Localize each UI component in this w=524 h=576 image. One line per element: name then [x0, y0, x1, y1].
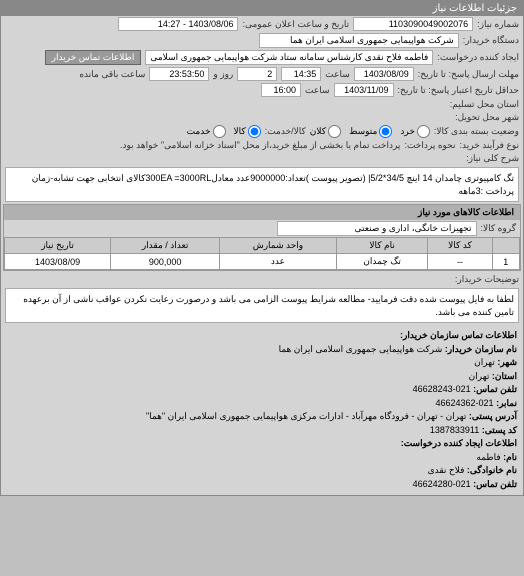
ffam: فلاح نقدی — [428, 465, 465, 475]
ffax: 021-46624362 — [435, 398, 493, 408]
deadline-time-label: ساعت — [325, 69, 350, 80]
radio-medium-label: متوسط — [349, 126, 377, 137]
pay-text: پرداخت تمام یا بخشی از مبلغ خرید،از محل … — [120, 140, 400, 151]
radio-goods[interactable]: کالا — [234, 125, 261, 138]
org: شرکت هواپیمایی جمهوری اسلامی ایران هما — [279, 344, 443, 354]
radio-service[interactable]: خدمت — [187, 125, 226, 138]
pack-label: وضعیت بسته بندی کالا: — [434, 126, 519, 137]
remain-label: ساعت باقی مانده — [79, 69, 145, 80]
fpost-label: کد پستی: — [482, 425, 517, 435]
panel-header: جزئیات اطلاعات نیاز — [1, 1, 523, 16]
radio-large-label: کلان — [310, 126, 326, 137]
table-cell: تگ چمدان — [336, 254, 428, 270]
deadline-date: 1403/08/09 — [354, 67, 414, 81]
province-label: استان محل تسلیم: — [450, 99, 519, 110]
req-no-label: شماره نیاز: — [477, 19, 519, 30]
radio-small-label: خرد — [400, 126, 415, 137]
deadline-label: مهلت ارسال پاسخ: تا تاریخ: — [418, 69, 519, 80]
remain-time: 23:53:50 — [149, 67, 209, 81]
table-header: تعداد / مقدار — [111, 238, 220, 254]
fctel: 021-46624280 — [413, 479, 471, 489]
fcity-label: شهر: — [497, 357, 517, 367]
contact-title: اطلاعات تماس سازمان خریدار: — [400, 330, 517, 340]
pub-date-label: تاریخ و ساعت اعلان عمومی: — [242, 19, 349, 30]
notes-label: توضیحات خریدار: — [455, 274, 519, 285]
fprov: تهران — [469, 371, 490, 381]
buyer-label: دستگاه خریدار: — [463, 35, 519, 46]
group-val: تجهیزات خانگی، اداری و صنعتی — [277, 221, 477, 236]
faddr: تهران - تهران - فرودگاه مهرآباد - ادارات… — [146, 411, 466, 421]
valid-label: حداقل تاریخ اعتبار پاسخ: تا تاریخ: — [398, 85, 519, 96]
creator-label: ایجاد کننده درخواست: — [437, 52, 519, 63]
goods-label: کالا/خدمت: — [265, 126, 306, 137]
radio-medium[interactable]: متوسط — [349, 125, 392, 138]
ffam-label: نام خانوادگی: — [467, 465, 517, 475]
table-header — [492, 238, 520, 254]
group-label: گروه کالا: — [481, 223, 516, 234]
req-no: 1103090049002076 — [353, 17, 473, 31]
table-cell: عدد — [220, 254, 337, 270]
valid-date: 1403/11/09 — [334, 83, 394, 97]
pack-radio-group: خرد متوسط کلان — [310, 125, 430, 138]
fprov-label: استان: — [492, 371, 517, 381]
org-label: نام سازمان خریدار: — [445, 344, 517, 354]
goods-table: کد کالانام کالاواحد شمارشتعداد / مقدارتا… — [4, 237, 520, 270]
radio-goods-label: کالا — [234, 126, 246, 137]
radio-small[interactable]: خرد — [400, 125, 430, 138]
fund-label: نوع فرآیند خرید: — [460, 140, 520, 151]
notes-text: لطفا به فایل پیوست شده دقت فرمایید- مطال… — [5, 288, 519, 323]
table-cell: 1403/08/09 — [5, 254, 111, 270]
table-row: 1--تگ چمدانعدد900,0001403/08/09 — [5, 254, 520, 270]
valid-time-label: ساعت — [305, 85, 330, 96]
radio-large[interactable]: کلان — [310, 125, 341, 138]
buyer-contact-button[interactable]: اطلاعات تماس خریدار — [45, 50, 142, 65]
creator: فاطمه فلاح نقدی کارشناس سامانه ستاد شرکت… — [145, 50, 433, 65]
goods-section: اطلاعات کالاهای مورد نیاز گروه کالا: تجه… — [3, 204, 521, 271]
desc-text: تگ کامپیوتری چامدان 14 اینچ 34/5*5/2| (ت… — [5, 167, 519, 202]
city-label: شهر محل تحویل: — [455, 112, 519, 123]
table-cell: 1 — [492, 254, 520, 270]
ftel-label: تلفن تماس: — [473, 384, 517, 394]
pub-date: 1403/08/06 - 14:27 — [118, 17, 238, 31]
fctel-label: تلفن تماس: — [473, 479, 517, 489]
valid-time: 16:00 — [261, 83, 301, 97]
fname-label: نام: — [503, 452, 517, 462]
table-cell: 900,000 — [111, 254, 220, 270]
fname: فاطمه — [476, 452, 500, 462]
pay-label: نحوه پرداخت: — [404, 140, 455, 151]
creator-title: اطلاعات ایجاد کننده درخواست: — [401, 438, 517, 448]
goods-section-title: اطلاعات کالاهای مورد نیاز — [4, 205, 520, 220]
fcity: تهران — [474, 357, 495, 367]
radio-service-label: خدمت — [187, 126, 211, 137]
contact-footer: اطلاعات تماس سازمان خریدار: نام سازمان خ… — [1, 325, 523, 495]
ftel: 021-46628243 — [413, 384, 471, 394]
main-panel: جزئیات اطلاعات نیاز شماره نیاز: 11030900… — [0, 0, 524, 496]
remain-days-label: روز و — [213, 69, 233, 80]
buyer: شرکت هواپیمایی جمهوری اسلامی ایران هما — [259, 33, 459, 48]
table-header: کد کالا — [428, 238, 492, 254]
fpost: 1387833911 — [430, 425, 479, 435]
deadline-time: 14:35 — [281, 67, 321, 81]
ffax-label: نمابر: — [496, 398, 517, 408]
desc-label: شرح کلی نیاز: — [466, 153, 519, 164]
table-header: واحد شمارش — [220, 238, 337, 254]
table-header: نام کالا — [336, 238, 428, 254]
table-cell: -- — [428, 254, 492, 270]
goods-radio-group: کالا خدمت — [187, 125, 261, 138]
faddr-label: آدرس پستی: — [469, 411, 517, 421]
remain-days: 2 — [237, 67, 277, 81]
table-header: تاریخ نیاز — [5, 238, 111, 254]
